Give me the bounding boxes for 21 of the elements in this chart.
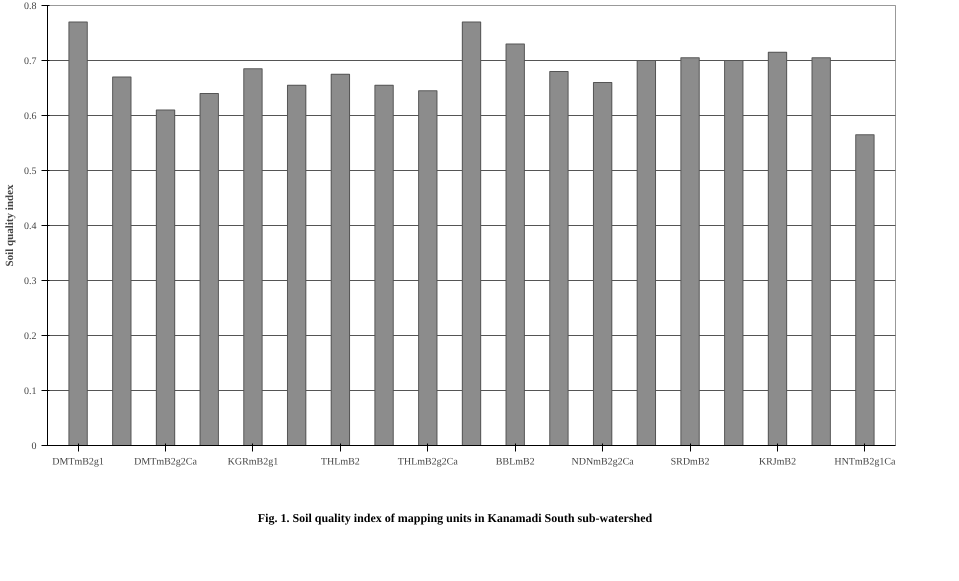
- x-tick-label: HNTmB2g1Ca: [834, 456, 896, 468]
- caption: Fig. 1. Soil quality index of mapping units in Kanamadi South sub-watershed: [258, 510, 652, 527]
- x-tick-label: NDNmB2g2Ca: [572, 456, 634, 468]
- x-tick-label: THLmB2g2Ca: [398, 456, 458, 468]
- y-tick-label: 0: [32, 441, 36, 452]
- y-axis-title: Soil quality index: [4, 184, 16, 266]
- x-tick-label: SRDmB2: [670, 456, 710, 468]
- x-tick-label: THLmB2: [320, 456, 360, 468]
- x-tick-label: KRJmB2: [758, 456, 796, 468]
- x-tick-label: BBLmB2: [496, 456, 535, 468]
- y-tick-label: 0.7: [24, 56, 36, 67]
- x-tick-label: DMTmB2g1: [52, 456, 104, 468]
- y-tick-label: 0.5: [24, 166, 36, 177]
- y-tick-label: 0.4: [24, 221, 36, 232]
- x-tick-label: DMTmB2g2Ca: [134, 456, 198, 468]
- y-tick-label: 0.8: [24, 1, 36, 12]
- y-tick-label: 0.1: [24, 386, 36, 397]
- x-tick-label: KGRmB2g1: [228, 456, 278, 468]
- y-tick-label: 0.3: [24, 276, 36, 287]
- y-tick-label: 0.2: [24, 331, 36, 342]
- y-tick-label: 0.6: [24, 111, 36, 122]
